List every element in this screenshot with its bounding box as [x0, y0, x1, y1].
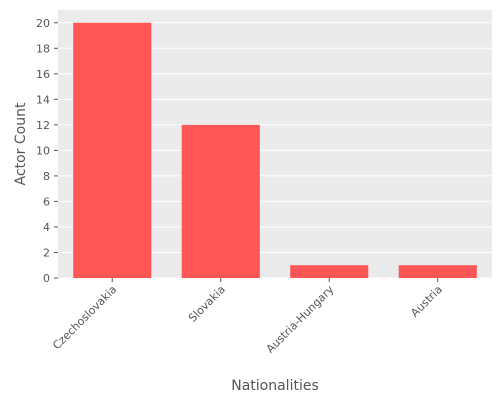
- x-axis-label: Nationalities: [231, 378, 319, 394]
- y-tick-label: 14: [36, 93, 50, 106]
- x-tick-label: Austria-Hungary: [264, 283, 337, 356]
- y-tick-label: 6: [43, 195, 50, 208]
- x-axis-ticks: Czechoslovakia Slovakia Austria-Hungary Aus…: [50, 278, 445, 356]
- y-tick-label: 8: [43, 170, 50, 183]
- bar-czechoslovakia: [73, 22, 152, 279]
- y-tick-label: 16: [36, 68, 50, 81]
- y-tick-label: 4: [43, 221, 50, 234]
- bar-austria: [398, 265, 477, 278]
- x-tick-label: Austria: [408, 283, 445, 320]
- bar-slovakia: [181, 124, 260, 278]
- y-axis-label: Actor Count: [13, 102, 29, 185]
- y-tick-label: 20: [36, 17, 50, 30]
- y-tick-label: 12: [36, 119, 50, 132]
- y-tick-label: 0: [43, 272, 50, 285]
- y-tick-label: 18: [36, 42, 50, 55]
- bars: [73, 22, 477, 279]
- y-axis-ticks: 0 2 4 6 8 10 12 14 16 18 20: [36, 17, 58, 285]
- x-tick-label: Czechoslovakia: [50, 283, 119, 352]
- y-tick-label: 2: [43, 246, 50, 259]
- bar-austria-hungary: [290, 265, 369, 278]
- y-tick-label: 10: [36, 144, 50, 157]
- x-tick-label: Slovakia: [186, 283, 228, 325]
